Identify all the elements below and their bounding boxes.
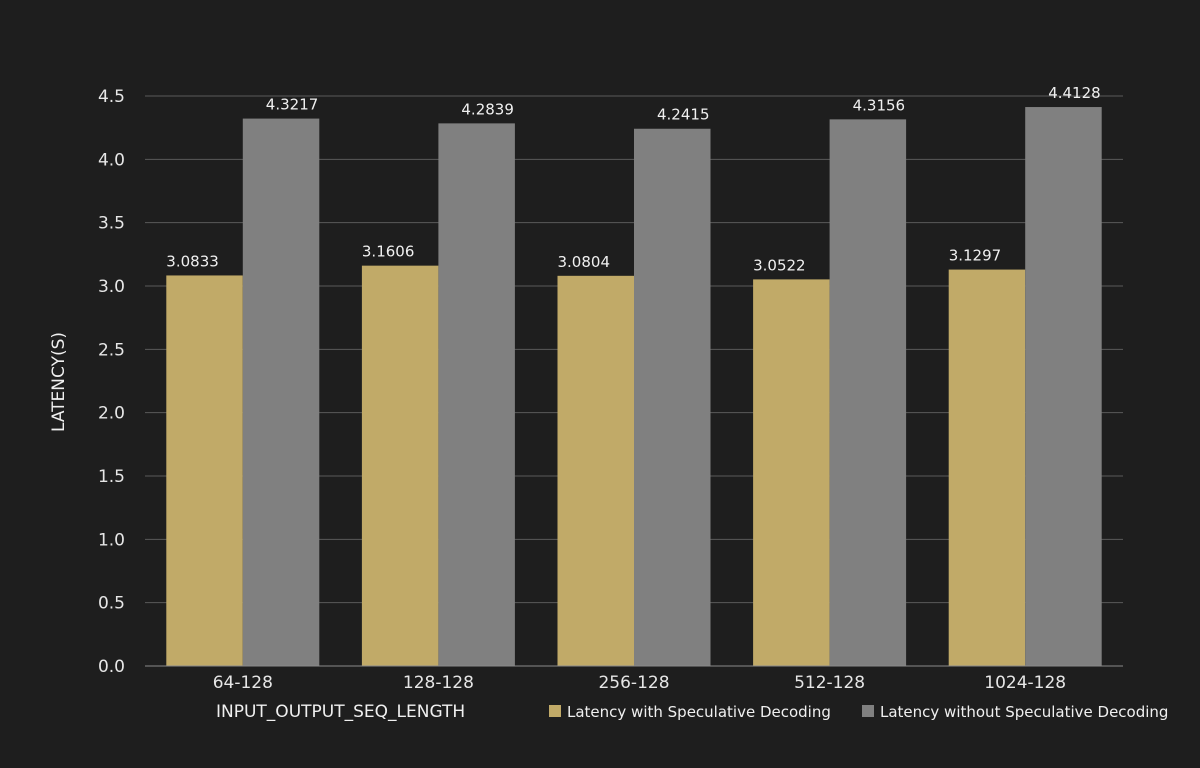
bar-without-speculative [242, 118, 320, 667]
bar-with-speculative [753, 279, 830, 666]
x-tick-label: 512-128 [794, 673, 865, 693]
bar-value-label: 4.3156 [853, 96, 906, 114]
bar-value-label: 3.1297 [949, 247, 1002, 265]
y-tick-label: 4.5 [98, 87, 125, 107]
legend-label: Latency with Speculative Decoding [567, 703, 831, 721]
bar-value-label: 3.0804 [558, 253, 611, 271]
y-tick-label: 0.0 [98, 657, 125, 677]
y-axis-title: LATENCY(S) [49, 332, 69, 432]
legend-label: Latency without Speculative Decoding [880, 703, 1168, 721]
legend: Latency with Speculative Decoding Latenc… [549, 703, 1168, 721]
legend-swatch [549, 705, 561, 717]
bar-value-label: 3.0522 [753, 256, 806, 274]
y-tick-label: 3.5 [98, 214, 125, 234]
bars [166, 107, 1102, 667]
legend-item-with-speculative: Latency with Speculative Decoding [549, 703, 831, 721]
bar-with-speculative [948, 269, 1026, 666]
bar-without-speculative [634, 128, 711, 666]
bar-with-speculative [166, 275, 243, 666]
x-tick-label: 128-128 [403, 673, 474, 693]
y-tick-label: 1.5 [98, 467, 125, 487]
bar-without-speculative [438, 123, 515, 666]
bar-without-speculative [1025, 107, 1102, 666]
y-tick-label: 2.5 [98, 340, 125, 360]
bar-value-label: 4.3217 [266, 96, 319, 114]
y-tick-label: 4.0 [98, 150, 125, 170]
bar-value-label: 3.1606 [362, 243, 415, 261]
data-labels: 3.0833 4.3217 3.1606 4.2839 3.0804 4.2415 3.05… [166, 84, 1100, 274]
bar-value-label: 4.4128 [1048, 84, 1101, 102]
y-tick-label: 0.5 [98, 594, 125, 614]
y-tick-label: 3.0 [98, 277, 125, 297]
bar-value-label: 4.2415 [657, 106, 710, 124]
axes: 0.0 0.5 1.0 1.5 2.0 2.5 3.0 3.5 4.0 4.5 64-128 128-… [98, 87, 1123, 693]
x-tick-label: 64-128 [213, 673, 273, 693]
x-tick-label: 1024-128 [984, 673, 1066, 693]
legend-item-without-speculative: Latency without Speculative Decoding [862, 703, 1168, 721]
x-tick-label: 256-128 [598, 673, 669, 693]
bar-value-label: 3.0833 [166, 252, 219, 270]
bar-without-speculative [829, 119, 907, 667]
y-tick-label: 1.0 [98, 530, 125, 550]
x-axis-title: INPUT_OUTPUT_SEQ_LENGTH [216, 702, 465, 722]
bar-with-speculative [557, 275, 634, 666]
bar-with-speculative [361, 265, 439, 666]
bar-value-label: 4.2839 [461, 100, 514, 118]
legend-swatch [862, 705, 874, 717]
y-tick-label: 2.0 [98, 404, 125, 424]
